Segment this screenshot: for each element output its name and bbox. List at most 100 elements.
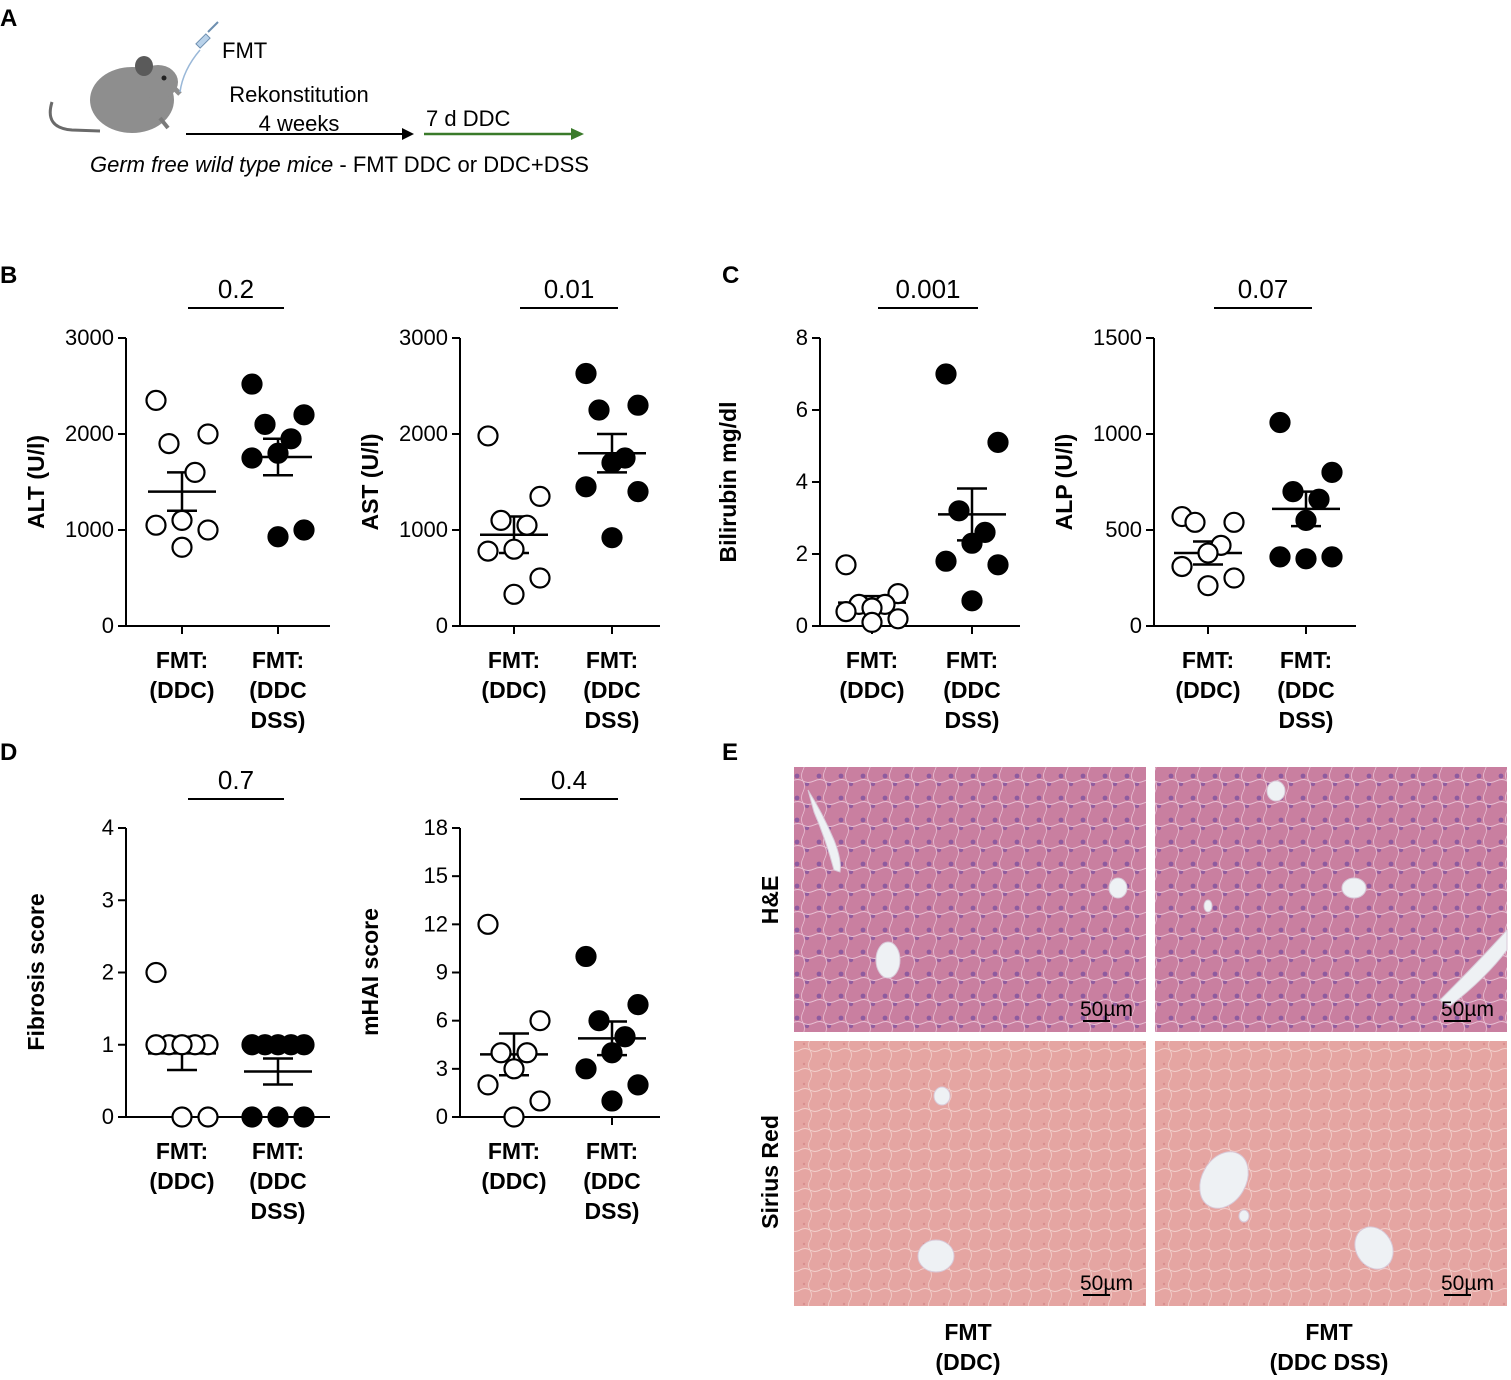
fmt-label: FMT bbox=[222, 38, 267, 63]
data-point-open bbox=[197, 423, 219, 445]
data-point-open bbox=[490, 1042, 512, 1064]
data-point-open bbox=[1171, 555, 1193, 578]
panel-letter-d: D bbox=[0, 739, 17, 766]
x-tick-label: (DDC) bbox=[481, 1168, 546, 1194]
chart-alt: 0 1000 2000 3000 FMT: (DDC) FMT: (DDC DSS) ALT (U… bbox=[23, 274, 330, 733]
y-tick-label: 4 bbox=[102, 815, 114, 840]
x-tick-label: FMT: bbox=[488, 1138, 540, 1164]
scale-bars: 50µm 50µm 50µm 50µm bbox=[1080, 998, 1494, 1296]
schema-caption-rest: - FMT DDC or DDC+DSS bbox=[333, 152, 589, 177]
data-point-filled bbox=[575, 362, 597, 385]
x-tick-label: FMT: bbox=[156, 1138, 208, 1164]
panel-letter-c: C bbox=[722, 262, 739, 289]
data-point-filled bbox=[961, 532, 983, 554]
chart-mhai: 0 3 6 9 12 15 18 FMT: (DDC) FMT: (DDC DSS) mHAI scor… bbox=[357, 765, 660, 1224]
x-tick-label: (DDC bbox=[249, 677, 307, 703]
data-point-filled bbox=[280, 428, 302, 450]
x-tick-label: FMT: bbox=[946, 647, 998, 673]
data-point-filled bbox=[948, 500, 970, 522]
x-tick-label: (DDC) bbox=[149, 1168, 214, 1194]
x-tick-label: DSS) bbox=[1279, 707, 1334, 733]
data-point-open bbox=[503, 1058, 525, 1080]
y-tick-label: 12 bbox=[424, 911, 448, 936]
mouse-icon bbox=[48, 56, 182, 133]
y-tick-label: 2000 bbox=[65, 421, 114, 446]
p-value-label: 0.01 bbox=[544, 274, 595, 304]
data-point-open bbox=[184, 461, 206, 483]
data-point-open bbox=[503, 1106, 525, 1128]
data-point-filled bbox=[601, 1042, 623, 1064]
y-tick-label: 3 bbox=[102, 887, 114, 912]
scale-bar-label: 50µm bbox=[1080, 1272, 1133, 1295]
y-axis-title: mHAI score bbox=[357, 908, 383, 1036]
data-point-filled bbox=[293, 404, 315, 426]
data-point-open bbox=[145, 514, 167, 536]
data-point-filled bbox=[627, 1074, 649, 1096]
y-tick-label: 0 bbox=[436, 1104, 448, 1129]
x-tick-label: DSS) bbox=[251, 1198, 306, 1224]
p-value-label: 0.2 bbox=[218, 274, 254, 304]
x-tick-label: FMT: bbox=[156, 647, 208, 673]
y-tick-label: 3000 bbox=[399, 325, 448, 350]
data-point-open bbox=[861, 611, 883, 634]
y-tick-label: 0 bbox=[436, 613, 448, 638]
data-point-filled bbox=[601, 1090, 623, 1112]
data-point-open bbox=[835, 554, 857, 576]
data-point-open bbox=[145, 389, 167, 411]
y-tick-label: 1 bbox=[102, 1032, 114, 1057]
y-tick-label: 0 bbox=[796, 613, 808, 638]
col-label-ddc-dss-line2: (DDC DSS) bbox=[1270, 1349, 1389, 1375]
y-tick-label: 0 bbox=[102, 613, 114, 638]
x-tick-label: FMT: bbox=[252, 1138, 304, 1164]
col-label-ddc-dss-line1: FMT bbox=[1305, 1319, 1352, 1345]
data-point-filled bbox=[267, 442, 289, 464]
data-point-open bbox=[171, 509, 193, 532]
x-tick-label: FMT: bbox=[846, 647, 898, 673]
data-point-filled bbox=[267, 526, 289, 548]
scale-bar-label: 50µm bbox=[1080, 998, 1133, 1021]
x-tick-label: FMT: bbox=[1280, 647, 1332, 673]
ddc-arrowhead bbox=[571, 128, 584, 140]
data-point-filled bbox=[627, 994, 649, 1016]
y-axis-title: Fibrosis score bbox=[23, 893, 49, 1050]
x-tick-label: (DDC) bbox=[149, 677, 214, 703]
data-point-open bbox=[145, 961, 167, 984]
data-point-open bbox=[490, 509, 512, 532]
panel-letter-a: A bbox=[0, 5, 17, 32]
vessel-lumens bbox=[807, 780, 1508, 1273]
x-tick-label: (DDC bbox=[583, 677, 641, 703]
data-point-open bbox=[477, 540, 499, 562]
data-point-open bbox=[516, 514, 538, 536]
x-tick-label: DSS) bbox=[251, 707, 306, 733]
y-axis-title: ALT (U/l) bbox=[23, 435, 49, 529]
ddc-label: 7 d DDC bbox=[426, 106, 510, 131]
data-point-open bbox=[171, 1106, 193, 1128]
panel-letter-b: B bbox=[0, 262, 17, 289]
data-point-open bbox=[477, 1074, 499, 1096]
data-point-open bbox=[1223, 511, 1245, 533]
histology-sr-ddc bbox=[794, 1041, 1146, 1306]
data-point-open bbox=[503, 583, 525, 605]
col-label-ddc-line2: (DDC) bbox=[935, 1349, 1000, 1375]
data-point-filled bbox=[627, 394, 649, 416]
chart-alp: 0 500 1000 1500 FMT: (DDC) FMT: (DDC DSS) ALP (U/… bbox=[1051, 274, 1356, 733]
schema-caption-italic: Germ free wild type mice bbox=[90, 152, 333, 177]
y-tick-label: 15 bbox=[424, 863, 448, 888]
x-tick-label: FMT: bbox=[1182, 647, 1234, 673]
col-label-ddc-line1: FMT bbox=[944, 1319, 991, 1345]
row-label-sirius-red: Sirius Red bbox=[757, 1115, 783, 1229]
data-point-open bbox=[477, 425, 499, 447]
x-tick-label: (DDC) bbox=[1175, 677, 1240, 703]
y-tick-label: 8 bbox=[796, 325, 808, 350]
data-point-open bbox=[477, 913, 499, 935]
y-tick-label: 2 bbox=[796, 541, 808, 566]
chart-bilirubin: 0 2 4 6 8 FMT: (DDC) FMT: (DDC DSS) Bilirubin mg/d… bbox=[715, 274, 1020, 733]
p-value-label: 0.07 bbox=[1238, 274, 1289, 304]
y-axis-title: AST (U/l) bbox=[357, 433, 383, 530]
data-point-filled bbox=[1321, 461, 1343, 483]
x-tick-label: DSS) bbox=[585, 707, 640, 733]
x-tick-label: (DDC) bbox=[481, 677, 546, 703]
p-value-label: 0.001 bbox=[895, 274, 960, 304]
p-value-label: 0.4 bbox=[551, 765, 587, 795]
